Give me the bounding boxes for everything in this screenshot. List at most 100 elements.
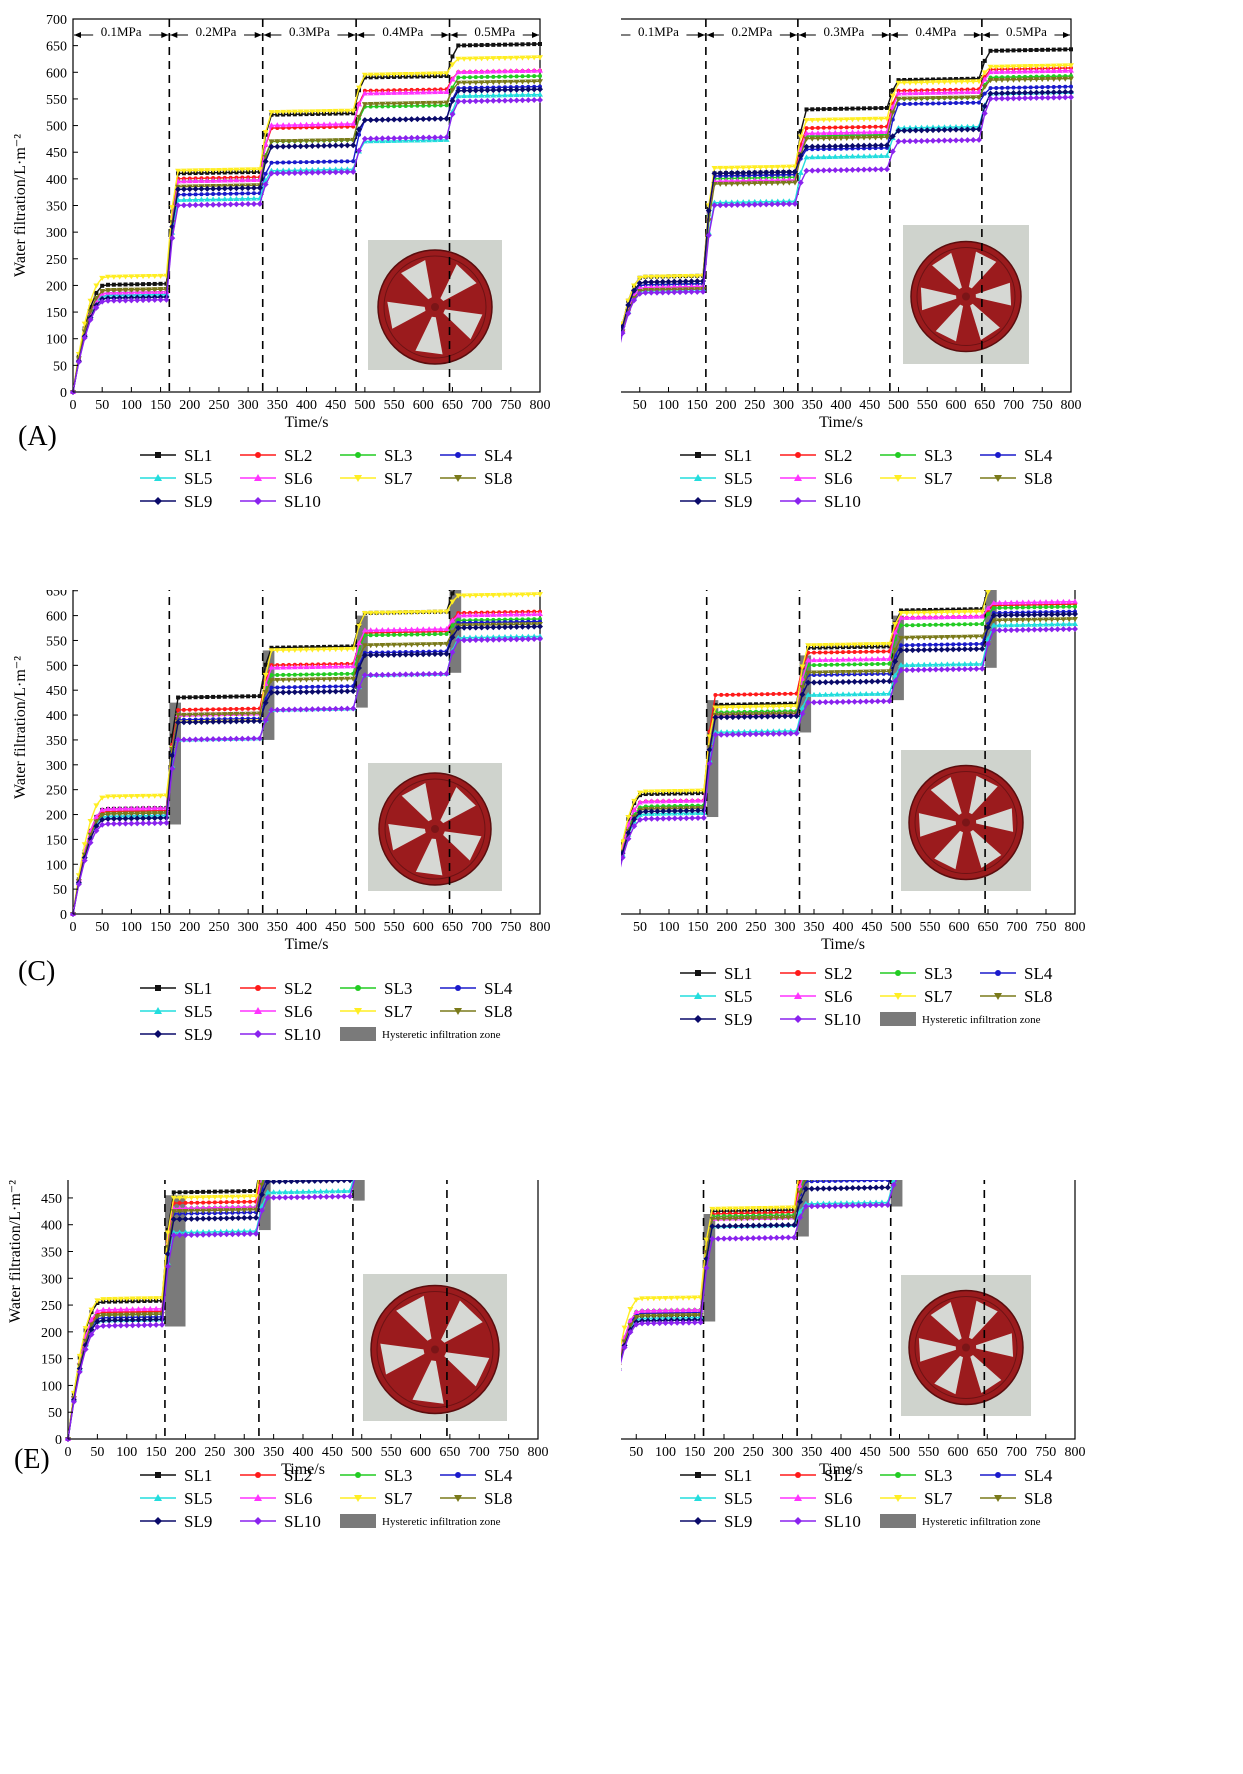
- series-point: [235, 1231, 242, 1238]
- series-point: [461, 80, 468, 86]
- stage-arrowhead: [170, 32, 178, 38]
- series-point: [385, 642, 392, 648]
- series-point: [298, 685, 303, 690]
- series-point: [496, 592, 503, 598]
- series-point: [332, 688, 339, 695]
- series-point: [1031, 611, 1038, 618]
- series-point: [735, 705, 742, 711]
- series-point: [128, 274, 135, 280]
- series-point: [437, 115, 444, 122]
- series-point: [1010, 77, 1017, 83]
- series-point: [740, 165, 747, 171]
- series-point: [182, 1208, 189, 1214]
- series-point: [426, 100, 433, 106]
- series-point: [361, 672, 368, 679]
- series-point: [198, 201, 205, 208]
- series-point: [373, 610, 380, 616]
- legend-marker: [894, 993, 902, 1000]
- series-point: [1025, 626, 1032, 633]
- series-point: [694, 273, 701, 279]
- series-point: [951, 642, 956, 647]
- series-point: [769, 180, 775, 186]
- series-point: [849, 117, 856, 123]
- series-point: [1004, 90, 1011, 97]
- series-point: [531, 592, 538, 598]
- legend-item-sl6: SL6: [240, 469, 312, 488]
- series-point: [820, 154, 827, 160]
- series-point: [763, 198, 770, 204]
- series-point: [286, 160, 291, 165]
- series-point: [826, 167, 833, 174]
- series-point: [250, 718, 257, 725]
- series-point: [321, 663, 328, 669]
- series-point: [408, 89, 415, 95]
- specimen-slot: [920, 287, 957, 311]
- y-tick-label: 200: [46, 809, 67, 824]
- series-point: [427, 632, 432, 637]
- series-point: [1063, 47, 1068, 52]
- series-point: [728, 181, 735, 187]
- legend-marker: [454, 1008, 462, 1015]
- series-point: [461, 56, 468, 62]
- series-point: [472, 593, 479, 599]
- series-point: [724, 705, 730, 711]
- series-point: [513, 623, 520, 630]
- series-point: [112, 1312, 118, 1318]
- series-point: [123, 1296, 130, 1302]
- series-point: [631, 798, 638, 804]
- series-point: [229, 1215, 236, 1222]
- series-point: [899, 608, 903, 613]
- series-point: [478, 636, 485, 643]
- specimen-rim: [916, 247, 1016, 346]
- series-point: [1043, 621, 1049, 627]
- legend-marker: [154, 497, 162, 505]
- x-tick-label: 800: [528, 1445, 549, 1460]
- series-point: [472, 87, 479, 94]
- series-point: [729, 714, 736, 721]
- series-point: [201, 1189, 206, 1194]
- series-point: [321, 688, 328, 695]
- series-point: [105, 292, 112, 298]
- series-point: [718, 731, 725, 738]
- series-point: [182, 1229, 189, 1235]
- series-point: [970, 137, 977, 144]
- series-point: [82, 326, 87, 331]
- series-point: [1066, 598, 1073, 604]
- series-point: [846, 662, 851, 667]
- series-point: [198, 712, 205, 718]
- series-point: [129, 1316, 136, 1323]
- legend-item-sl6: SL6: [240, 1489, 312, 1508]
- series-point: [229, 1208, 236, 1214]
- series-point: [426, 89, 433, 95]
- series-point: [402, 651, 409, 658]
- series-point: [182, 1195, 189, 1201]
- series-point: [239, 185, 246, 192]
- series-point: [373, 627, 380, 633]
- series-point: [537, 96, 543, 103]
- series-point: [379, 651, 386, 658]
- series-point: [787, 704, 794, 710]
- series-point: [110, 815, 117, 822]
- legend-label: SL6: [284, 469, 312, 488]
- series-point: [333, 672, 338, 677]
- series-point: [247, 1230, 254, 1237]
- series-point: [204, 718, 211, 725]
- series-point: [816, 643, 823, 649]
- series-point: [803, 130, 810, 136]
- series-sl10: [621, 94, 1074, 344]
- x-tick-label: 550: [384, 920, 405, 935]
- series-point: [531, 91, 538, 97]
- series-point: [821, 125, 826, 130]
- series-point: [194, 1229, 201, 1235]
- series-point: [128, 794, 135, 800]
- series-point: [461, 69, 468, 75]
- series-point: [1066, 617, 1073, 623]
- series-point: [689, 807, 696, 814]
- series-point: [996, 618, 1003, 624]
- series-point: [189, 1200, 194, 1205]
- legend-marker: [455, 985, 461, 991]
- series-point: [815, 136, 821, 142]
- series-point: [788, 691, 793, 696]
- series-point: [332, 663, 339, 669]
- series-point: [443, 71, 450, 77]
